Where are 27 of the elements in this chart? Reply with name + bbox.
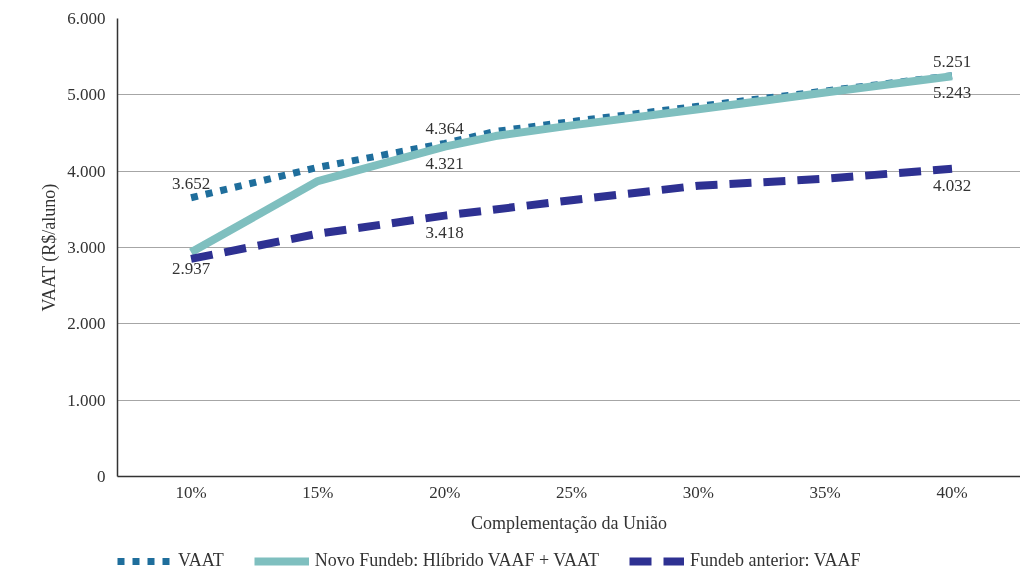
x-tick-label: 30% <box>682 482 714 502</box>
x-tick-label: 40% <box>936 482 968 502</box>
data-label: 2.937 <box>171 259 211 279</box>
data-label: 4.364 <box>425 119 465 139</box>
x-tick-label: 15% <box>302 482 334 502</box>
x-tick-label: 35% <box>809 482 841 502</box>
x-tick-label: 10% <box>175 482 207 502</box>
x-tick-label: 20% <box>429 482 461 502</box>
y-axis-title: VAAT (R$/aluno) <box>39 183 61 312</box>
y-tick-label: 4.000 <box>67 161 106 181</box>
y-tick-label: 2.000 <box>67 314 106 334</box>
legend-label: Fundeb anterior: VAAF <box>690 550 861 571</box>
legend-label: VAAT <box>178 550 224 571</box>
y-tick-label: 0 <box>97 467 106 486</box>
y-tick-label: 3.000 <box>67 238 106 257</box>
y-tick-label: 6.000 <box>67 9 106 28</box>
data-label: 3.652 <box>171 173 211 193</box>
data-label: 4.032 <box>932 175 972 195</box>
y-tick-label: 1.000 <box>67 390 106 410</box>
data-label: 4.321 <box>425 153 464 173</box>
legend-label: Novo Fundeb: Hlíbrido VAAF + VAAT <box>314 550 600 571</box>
data-label: 5.243 <box>932 83 972 103</box>
x-axis-title: Complementação da União <box>471 512 667 533</box>
x-tick-label: 25% <box>555 482 588 502</box>
data-label: 3.418 <box>425 222 464 242</box>
y-tick-label: 5.000 <box>67 85 106 105</box>
data-label: 5.251 <box>932 51 972 71</box>
